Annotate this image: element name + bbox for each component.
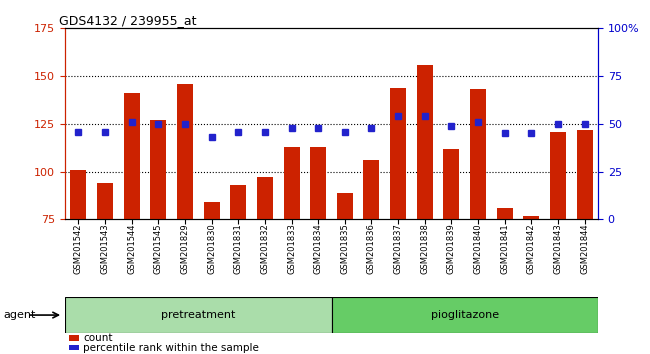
- Bar: [177, 84, 193, 219]
- Text: GSM201840: GSM201840: [474, 223, 482, 274]
- Text: GSM201838: GSM201838: [421, 223, 429, 274]
- Text: GSM201839: GSM201839: [447, 223, 456, 274]
- Bar: [523, 216, 540, 219]
- Bar: [70, 170, 86, 219]
- Text: count: count: [83, 333, 112, 343]
- Text: GSM201841: GSM201841: [500, 223, 509, 274]
- Text: GSM201835: GSM201835: [341, 223, 349, 274]
- Text: GSM201837: GSM201837: [394, 223, 402, 274]
- Bar: [550, 132, 566, 219]
- Bar: [124, 93, 140, 219]
- Bar: [310, 147, 326, 219]
- Text: pretreatment: pretreatment: [161, 310, 235, 320]
- Bar: [97, 183, 113, 219]
- Text: GDS4132 / 239955_at: GDS4132 / 239955_at: [58, 14, 196, 27]
- Text: GSM201543: GSM201543: [101, 223, 109, 274]
- Text: GSM201544: GSM201544: [127, 223, 136, 274]
- Bar: [337, 193, 353, 219]
- Text: GSM201843: GSM201843: [554, 223, 562, 274]
- Text: GSM201829: GSM201829: [181, 223, 189, 274]
- Bar: [69, 335, 79, 341]
- Bar: [65, 297, 332, 333]
- Bar: [332, 297, 598, 333]
- Text: GSM201834: GSM201834: [314, 223, 322, 274]
- Text: GSM201836: GSM201836: [367, 223, 376, 274]
- Bar: [203, 202, 220, 219]
- Bar: [230, 185, 246, 219]
- Text: pioglitazone: pioglitazone: [431, 310, 499, 320]
- Bar: [390, 87, 406, 219]
- Text: percentile rank within the sample: percentile rank within the sample: [83, 343, 259, 353]
- Text: GSM201842: GSM201842: [527, 223, 536, 274]
- Text: GSM201545: GSM201545: [154, 223, 162, 274]
- Bar: [150, 120, 166, 219]
- Text: GSM201844: GSM201844: [580, 223, 589, 274]
- Bar: [283, 147, 300, 219]
- Text: GSM201542: GSM201542: [74, 223, 83, 274]
- Bar: [363, 160, 380, 219]
- Bar: [470, 90, 486, 219]
- Bar: [257, 177, 273, 219]
- Text: GSM201832: GSM201832: [261, 223, 269, 274]
- Bar: [69, 345, 79, 350]
- Text: agent: agent: [3, 310, 36, 320]
- Text: GSM201833: GSM201833: [287, 223, 296, 274]
- Bar: [497, 208, 513, 219]
- Bar: [577, 130, 593, 219]
- Bar: [443, 149, 460, 219]
- Text: GSM201830: GSM201830: [207, 223, 216, 274]
- Bar: [417, 65, 433, 219]
- Text: GSM201831: GSM201831: [234, 223, 242, 274]
